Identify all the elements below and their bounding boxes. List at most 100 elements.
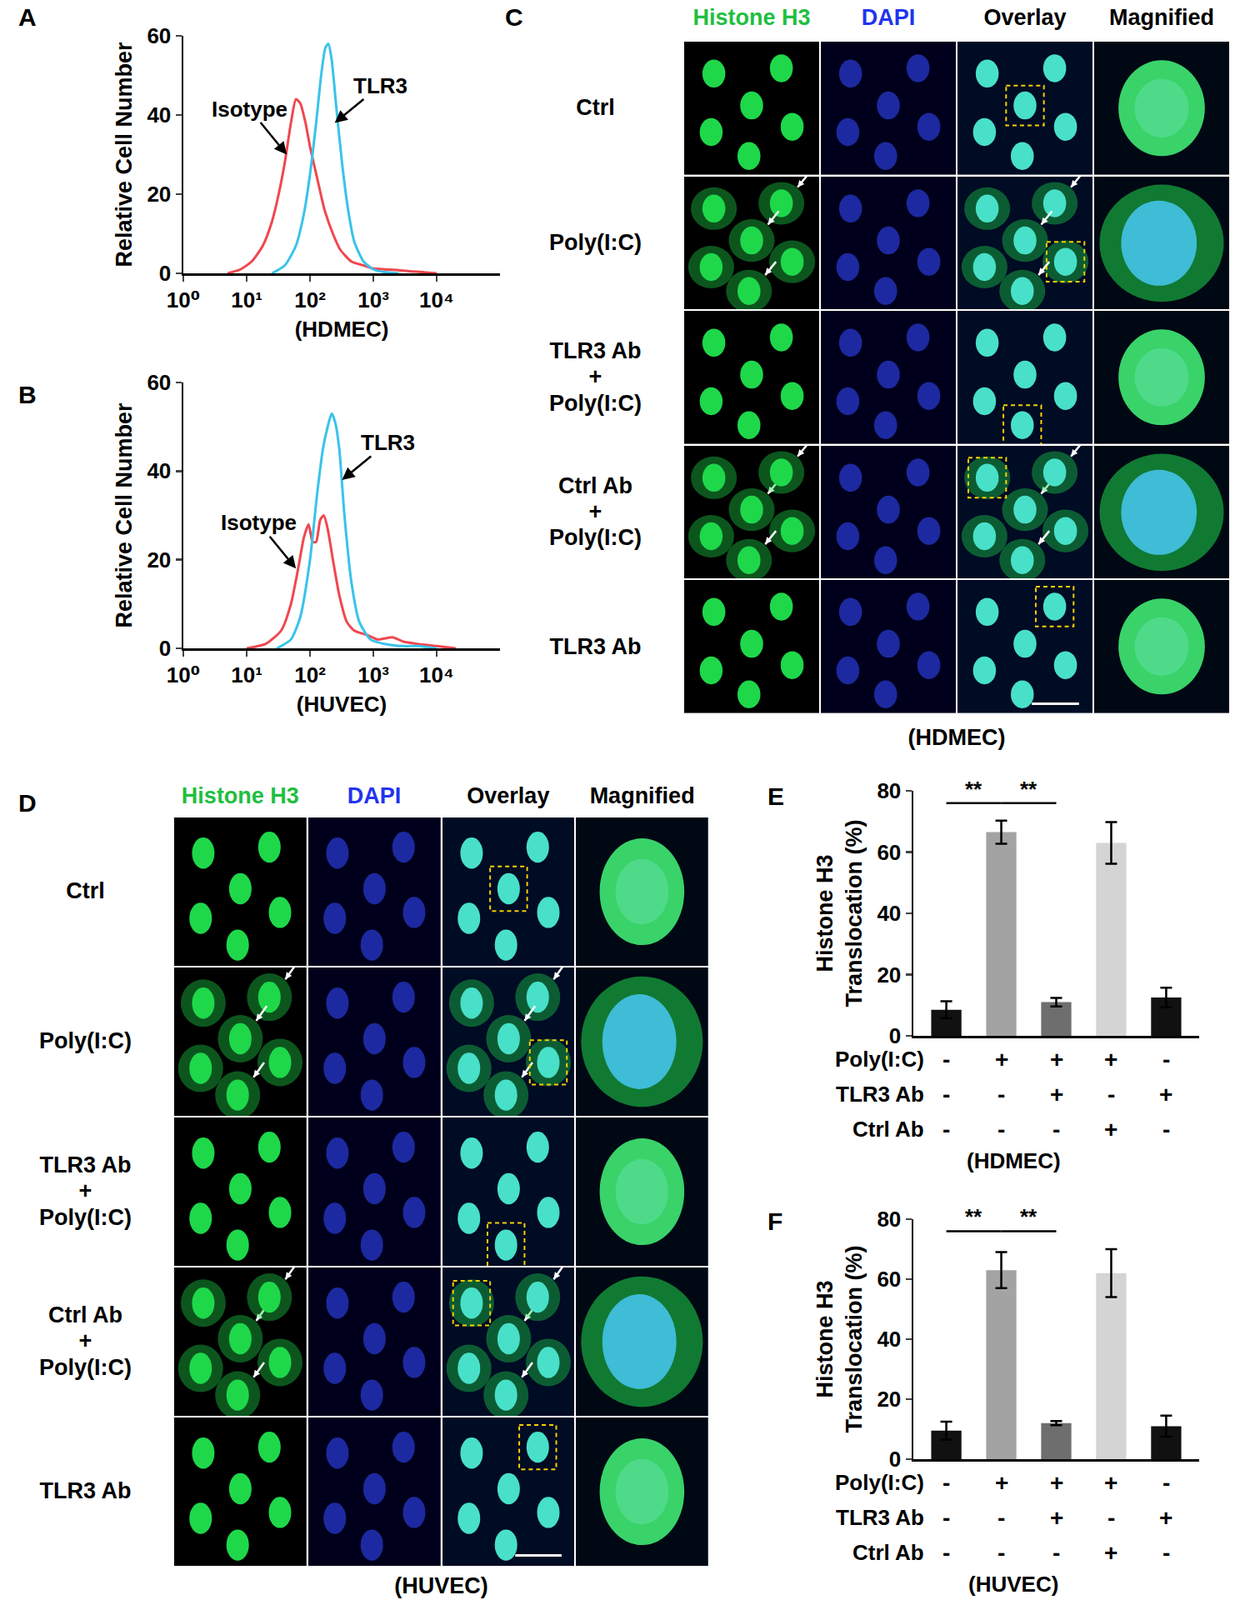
html-text:Poly(I:C): Poly(I:C) — [549, 390, 642, 416]
svg-text:20: 20 — [146, 181, 171, 207]
svg-text:10¹: 10¹ — [230, 287, 263, 313]
svg-text:Ctrl Ab: Ctrl Ab — [852, 1540, 925, 1565]
svg-text:+: + — [1159, 1081, 1173, 1108]
svg-text:40: 40 — [146, 102, 171, 128]
html-text:Overlay: Overlay — [466, 783, 550, 809]
svg-text:-: - — [1052, 1116, 1060, 1143]
svg-text:+: + — [1104, 1470, 1118, 1496]
svg-text:60: 60 — [146, 370, 171, 395]
svg-text:Isotype: Isotype — [220, 510, 297, 535]
svg-text:TLR3: TLR3 — [353, 73, 408, 99]
svg-text:-: - — [997, 1116, 1005, 1143]
svg-text:10⁰: 10⁰ — [166, 287, 200, 313]
html-text:Ctrl: Ctrl — [66, 878, 105, 904]
svg-text:20: 20 — [876, 1386, 901, 1412]
svg-text:+: + — [1050, 1081, 1064, 1108]
svg-text:Histone H3Translocation (%): Histone H3Translocation (%) — [812, 1245, 867, 1433]
svg-text:10⁴: 10⁴ — [419, 287, 455, 313]
html-text:Poly(I:C): Poly(I:C) — [39, 1354, 132, 1380]
svg-text:TLR3 Ab: TLR3 Ab — [835, 1505, 925, 1530]
html-text:TLR3 Ab: TLR3 Ab — [39, 1478, 132, 1504]
svg-text:+: + — [1104, 1540, 1118, 1566]
svg-text:(HDMEC): (HDMEC) — [966, 1148, 1061, 1174]
svg-text:40: 40 — [876, 900, 901, 926]
svg-text:-: - — [1162, 1470, 1170, 1496]
svg-text:40: 40 — [146, 458, 171, 484]
html-text:Poly(I:C): Poly(I:C) — [549, 229, 642, 255]
svg-text:80: 80 — [876, 778, 901, 804]
svg-text:+: + — [995, 1470, 1009, 1496]
svg-text:Poly(I:C): Poly(I:C) — [835, 1046, 925, 1072]
svg-text:**: ** — [1020, 1204, 1038, 1230]
svg-text:10⁰: 10⁰ — [166, 662, 200, 688]
svg-text:10²: 10² — [294, 287, 326, 313]
svg-text:Histone H3Translocation (%): Histone H3Translocation (%) — [812, 819, 867, 1007]
svg-text:10³: 10³ — [357, 287, 390, 313]
svg-text:(HUVEC): (HUVEC) — [968, 1571, 1059, 1597]
svg-text:Relative Cell Number: Relative Cell Number — [111, 402, 137, 629]
svg-text:80: 80 — [876, 1206, 901, 1232]
svg-text:40: 40 — [876, 1326, 901, 1352]
html-text:Ctrl Ab: Ctrl Ab — [48, 1302, 123, 1328]
svg-text:TLR3 Ab: TLR3 Ab — [835, 1081, 925, 1107]
svg-text:-: - — [942, 1540, 950, 1566]
svg-text:+: + — [1104, 1046, 1118, 1073]
svg-text:20: 20 — [146, 547, 171, 573]
svg-text:0: 0 — [889, 1446, 901, 1472]
html-text:Histone H3: Histone H3 — [692, 5, 811, 30]
svg-text:TLR3: TLR3 — [360, 430, 415, 455]
svg-text:-: - — [942, 1081, 950, 1108]
svg-text:10⁴: 10⁴ — [419, 662, 455, 688]
svg-text:60: 60 — [146, 23, 171, 49]
svg-text:-: - — [1107, 1081, 1115, 1108]
svg-text:-: - — [1162, 1046, 1170, 1073]
svg-text:-: - — [942, 1505, 950, 1531]
svg-text:Isotype: Isotype — [211, 96, 288, 122]
svg-text:+: + — [1050, 1505, 1064, 1531]
html-text:DAPI: DAPI — [347, 783, 402, 809]
svg-text:-: - — [1162, 1540, 1170, 1566]
html-text:Poly(I:C): Poly(I:C) — [39, 1028, 132, 1054]
svg-text:-: - — [997, 1505, 1005, 1531]
svg-text:**: ** — [1020, 776, 1038, 802]
svg-text:-: - — [997, 1081, 1005, 1108]
html-text:TLR3 Ab: TLR3 Ab — [549, 338, 642, 364]
svg-text:-: - — [942, 1116, 950, 1143]
svg-text:20: 20 — [876, 962, 901, 988]
svg-text:0: 0 — [889, 1023, 901, 1049]
svg-text:+: + — [1159, 1505, 1173, 1531]
svg-text:**: ** — [965, 1204, 983, 1230]
html-text:Ctrl: Ctrl — [576, 95, 615, 121]
svg-text:-: - — [1107, 1505, 1115, 1531]
svg-text:10³: 10³ — [357, 662, 390, 688]
svg-text:+: + — [1050, 1470, 1064, 1496]
svg-text:10²: 10² — [294, 662, 326, 688]
svg-text:Relative Cell Number: Relative Cell Number — [111, 41, 137, 268]
svg-text:Poly(I:C): Poly(I:C) — [835, 1470, 925, 1495]
html-text:TLR3 Ab: TLR3 Ab — [549, 633, 642, 659]
html-text:Poly(I:C): Poly(I:C) — [549, 525, 642, 551]
svg-text:10¹: 10¹ — [230, 662, 263, 688]
svg-text:60: 60 — [876, 840, 901, 865]
svg-text:-: - — [942, 1470, 950, 1496]
svg-text:Ctrl Ab: Ctrl Ab — [852, 1116, 925, 1142]
html-text:TLR3 Ab: TLR3 Ab — [39, 1152, 132, 1178]
svg-text:0: 0 — [159, 635, 171, 661]
svg-text:-: - — [942, 1046, 950, 1073]
svg-text:+: + — [1050, 1046, 1064, 1073]
svg-text:(HUVEC): (HUVEC) — [296, 691, 387, 717]
html-text:Histone H3: Histone H3 — [181, 783, 300, 809]
svg-text:+: + — [1104, 1116, 1118, 1143]
svg-text:-: - — [997, 1540, 1005, 1566]
svg-text:0: 0 — [159, 260, 171, 286]
svg-text:60: 60 — [876, 1266, 901, 1292]
svg-text:+: + — [995, 1046, 1009, 1073]
svg-text:**: ** — [965, 776, 983, 802]
svg-text:-: - — [1052, 1540, 1060, 1566]
html-text:Magnified: Magnified — [589, 783, 695, 809]
svg-text:(HDMEC): (HDMEC) — [295, 316, 390, 342]
html-text:(HUVEC): (HUVEC) — [394, 1573, 489, 1599]
html-text:Poly(I:C): Poly(I:C) — [39, 1204, 132, 1230]
html-text:Ctrl Ab: Ctrl Ab — [558, 473, 633, 499]
svg-text:-: - — [1162, 1116, 1170, 1143]
